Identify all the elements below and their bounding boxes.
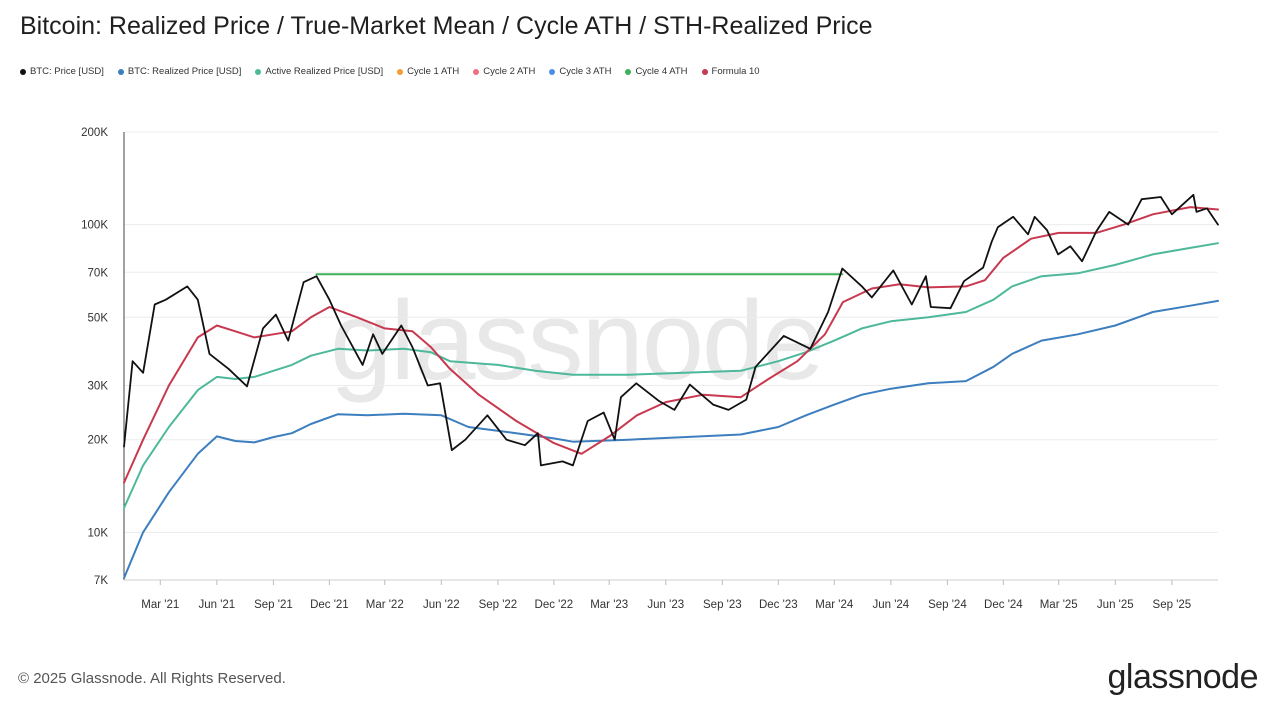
y-tick-label: 10K	[88, 527, 109, 539]
legend-dot-icon	[549, 68, 556, 75]
legend-label: BTC: Realized Price [USD]	[127, 66, 242, 77]
legend-label: Cycle 2 ATH	[483, 66, 536, 77]
legend-item-cycle-1-ath[interactable]: Cycle 1 ATH	[397, 66, 459, 77]
x-tick-label: Sep '22	[479, 599, 518, 611]
legend-item-cycle-3-ath[interactable]: Cycle 3 ATH	[549, 66, 611, 77]
brand-logo: glassnode	[1107, 658, 1258, 696]
x-tick-label: Sep '21	[254, 599, 293, 611]
legend-label: Cycle 3 ATH	[559, 66, 612, 77]
x-tick-label: Dec '23	[759, 599, 798, 611]
x-tick-label: Jun '24	[872, 599, 909, 611]
x-tick-label: Jun '23	[647, 599, 684, 611]
x-tick-label: Dec '24	[984, 599, 1023, 611]
y-tick-label: 50K	[88, 312, 109, 324]
legend-label: Active Realized Price [USD]	[265, 66, 384, 77]
legend-dot-icon	[473, 68, 480, 75]
legend-item-cycle-2-ath[interactable]: Cycle 2 ATH	[473, 66, 535, 77]
legend-item-realized-price[interactable]: BTC: Realized Price [USD]	[117, 66, 242, 77]
x-tick-label: Mar '22	[366, 599, 404, 611]
legend-item-formula-10[interactable]: Formula 10	[701, 66, 760, 77]
legend-item-btc-price[interactable]: BTC: Price [USD]	[20, 66, 104, 77]
x-tick-label: Jun '21	[198, 599, 235, 611]
legend-dot-icon	[117, 68, 124, 75]
legend-label: Cycle 4 ATH	[635, 66, 688, 77]
series-line-formula-10	[123, 206, 1219, 484]
chart-title: Bitcoin: Realized Price / True-Market Me…	[20, 12, 873, 40]
legend-dot-icon	[625, 68, 632, 75]
legend-item-active-realized-price[interactable]: Active Realized Price [USD]	[255, 66, 383, 77]
x-tick-label: Dec '21	[310, 599, 349, 611]
legend-label: BTC: Price [USD]	[30, 66, 104, 77]
y-tick-label: 200K	[81, 127, 108, 139]
x-tick-label: Sep '24	[928, 599, 967, 611]
y-tick-label: 7K	[94, 575, 108, 587]
legend-label: Cycle 1 ATH	[407, 66, 460, 77]
y-tick-label: 70K	[88, 267, 109, 279]
x-tick-label: Sep '25	[1153, 599, 1192, 611]
legend-item-cycle-4-ath[interactable]: Cycle 4 ATH	[625, 66, 688, 77]
series-line-active-realized-price-usd	[123, 242, 1219, 509]
y-tick-label: 20K	[88, 435, 109, 447]
x-tick-label: Jun '22	[423, 599, 460, 611]
x-tick-label: Jun '25	[1097, 599, 1134, 611]
legend-dot-icon	[20, 68, 26, 75]
legend-dot-icon	[397, 68, 404, 75]
legend-dot-icon	[255, 68, 262, 75]
y-tick-label: 100K	[81, 220, 108, 232]
x-tick-label: Mar '25	[1040, 599, 1078, 611]
series-line-btc-price-usd	[123, 193, 1219, 467]
x-tick-label: Sep '23	[703, 599, 742, 611]
legend-label: Formula 10	[711, 66, 760, 77]
y-tick-label: 30K	[88, 381, 109, 393]
x-tick-label: Mar '24	[815, 599, 854, 611]
x-tick-label: Dec '22	[535, 599, 574, 611]
copyright-text: © 2025 Glassnode. All Rights Reserved.	[18, 670, 286, 687]
x-tick-label: Mar '23	[590, 599, 628, 611]
x-tick-label: Mar '21	[141, 599, 179, 611]
chart-legend: BTC: Price [USD] BTC: Realized Price [US…	[20, 66, 760, 77]
legend-dot-icon	[701, 68, 708, 75]
